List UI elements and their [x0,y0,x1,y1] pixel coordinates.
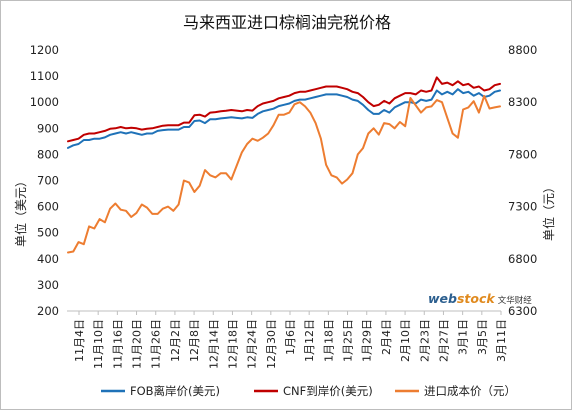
x-tick-label: 12月18日 [226,319,239,369]
x-tick-label: 1月6日 [284,319,297,355]
x-tick-label: 1月29日 [361,319,374,362]
x-tick-label: 1月12日 [303,319,316,362]
y-right-tick-label: 7300 [508,200,537,214]
y-axis-right-ticks: 6300 6800 7300 7800 8300 8800 [508,43,537,318]
y-right-tick-label: 6800 [508,252,537,266]
x-tick-label: 2月23日 [418,319,431,362]
x-tick-label: 1月25日 [342,319,355,362]
x-tick-label: 11月16日 [111,319,124,369]
series-line-0 [67,88,501,149]
x-tick-label: 2月10日 [399,319,412,362]
x-tick-label: 3月5日 [476,319,489,355]
y-axis-right-label: 单位（元） [541,181,556,241]
y-left-tick-label: 200 [37,304,59,318]
y-right-tick-label: 8800 [508,43,537,57]
y-left-tick-label: 1000 [30,95,59,109]
y-left-tick-label: 300 [37,278,59,292]
legend-label-2: 进口成本价（元） [424,384,516,398]
y-left-tick-label: 600 [37,200,59,214]
series-lines [67,76,501,254]
y-left-tick-label: 400 [37,252,59,266]
chart-title: 马来西亚进口棕榈油完税价格 [183,13,391,32]
watermark-part-c: 文华财经 [498,295,533,306]
y-left-tick-label: 1200 [30,43,59,57]
x-axis-ticks: 11月4日 11月10日 11月16日 11月20日 11月26日 12月2日 12月8日 1… [73,311,508,369]
legend-label-1: CNF到岸价(美元) [283,384,373,398]
watermark-part-a: web [428,291,457,306]
x-tick-label: 12月14日 [207,319,220,369]
x-tick-label: 3月1日 [457,319,470,355]
y-right-tick-label: 6300 [508,304,537,318]
y-axis-left-label: 单位（美元） [13,175,28,247]
series-line-1 [67,76,501,143]
y-left-tick-label: 500 [37,226,59,240]
y-left-tick-label: 900 [37,121,59,135]
x-tick-label: 12月2日 [169,319,182,362]
x-tick-label: 2月4日 [380,319,393,355]
y-right-tick-label: 7800 [508,147,537,161]
x-tick-label: 12月30日 [265,319,278,369]
x-tick-label: 11月26日 [150,319,163,369]
series-line-2 [67,94,501,254]
legend: FOB离岸价(美元) CNF到岸价(美元) 进口成本价（元） [101,384,516,398]
x-tick-label: 3月11日 [495,319,508,362]
y-left-tick-label: 1100 [30,69,59,83]
y-left-tick-label: 700 [37,174,59,188]
x-tick-label: 1月18日 [322,319,335,362]
y-left-tick-label: 800 [37,147,59,161]
watermark-part-b: stock [457,291,495,306]
webstock-watermark-logo: webstock 文华财经 [428,291,532,306]
x-tick-label: 11月20日 [131,319,144,369]
y-axis-left-ticks: 200 300 400 500 600 700 800 900 1000 1100 1200 [30,43,59,318]
legend-label-0: FOB离岸价(美元) [130,384,220,398]
y-right-tick-label: 8300 [508,95,537,109]
x-tick-label: 11月4日 [73,319,86,362]
x-tick-label: 12月8日 [188,319,201,362]
x-tick-label: 11月10日 [92,319,105,369]
x-tick-label: 12月24日 [246,319,259,369]
x-tick-label: 2月27日 [437,319,450,362]
